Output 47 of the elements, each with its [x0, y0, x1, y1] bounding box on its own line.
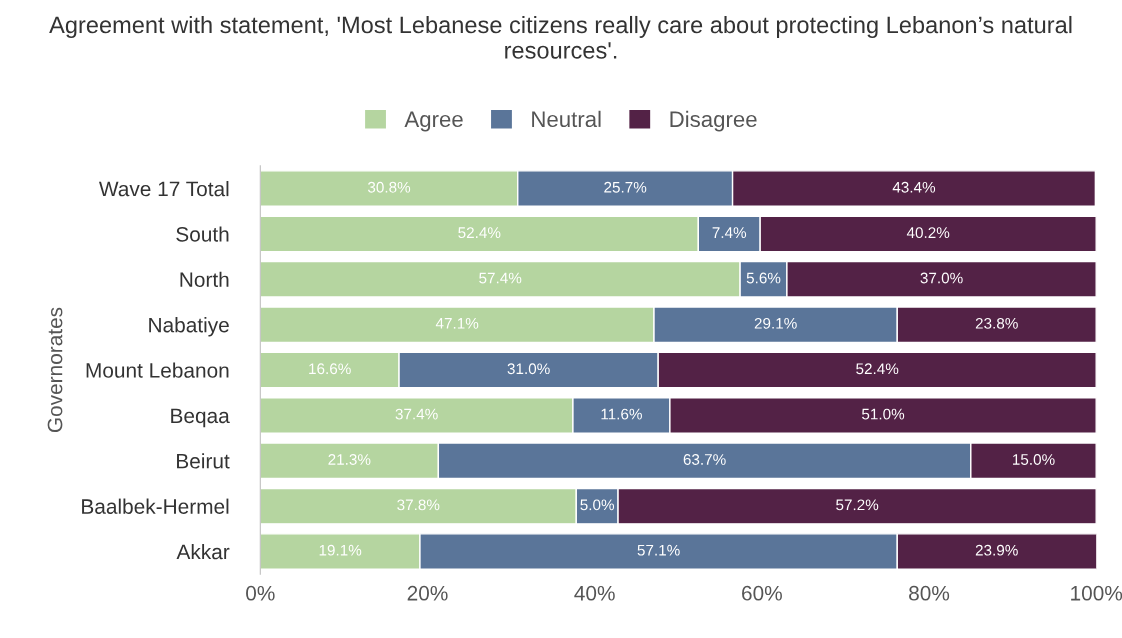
x-tick-label: 60%	[742, 585, 782, 601]
y-axis-title: Governorates	[47, 307, 63, 433]
data-label: 40.2%	[906, 227, 950, 239]
y-tick-label: Mount Lebanon	[86, 362, 229, 378]
x-tick-label: 0%	[246, 585, 275, 601]
y-tick-label: Wave 17 Total	[98, 181, 229, 197]
x-tick-label: 40%	[574, 585, 615, 601]
data-label: 25.7%	[604, 181, 647, 193]
data-label: 63.7%	[683, 454, 726, 465]
y-tick-label: Beqaa	[171, 408, 230, 428]
data-label: 30.8%	[367, 181, 411, 193]
y-tick-label: Beirut	[177, 453, 230, 469]
data-label: 23.9%	[975, 544, 1018, 556]
data-label: 23.8%	[975, 317, 1018, 329]
data-label: 57.2%	[836, 499, 879, 511]
y-tick-label: Akkar	[176, 543, 230, 560]
y-tick-label: South	[176, 226, 229, 242]
data-label: 19.1%	[319, 544, 362, 556]
chart-title: Agreement with statement, 'Most Lebanese citizens really care about protecting Lebanon’s natural resources'.	[49, 15, 1072, 59]
y-tick-label: North	[180, 271, 229, 288]
data-label: 11.6%	[601, 408, 642, 420]
data-label: 43.4%	[892, 181, 936, 193]
y-tick-label: Nabatiye	[149, 317, 229, 337]
data-label: 21.3%	[328, 454, 371, 465]
data-label: 37.0%	[920, 272, 963, 284]
data-label: 37.4%	[395, 408, 438, 420]
data-label: 5.6%	[746, 272, 781, 284]
data-label: 16.6%	[309, 363, 351, 375]
legend-label: Agree	[404, 111, 463, 132]
data-label: 7.4%	[712, 227, 747, 238]
x-tick-label: 80%	[909, 585, 950, 601]
data-label: 5.0%	[580, 499, 615, 511]
y-tick-label: Baalbek-Hermel	[82, 498, 229, 514]
legend-label: Neutral	[532, 110, 601, 128]
data-label: 31.0%	[507, 363, 550, 375]
x-tick-label: 100%	[1071, 585, 1122, 601]
data-label: 52.4%	[458, 227, 501, 239]
data-label: 15.0%	[1013, 454, 1055, 465]
data-label: 29.1%	[754, 317, 797, 329]
legend-label: Disagree	[670, 110, 757, 132]
data-label: 57.1%	[637, 544, 680, 556]
data-label: 47.1%	[435, 318, 479, 329]
data-label: 57.4%	[479, 272, 522, 284]
x-tick-label: 20%	[407, 585, 448, 601]
data-label: 51.0%	[861, 408, 905, 420]
data-label: 37.8%	[397, 499, 440, 511]
data-label: 52.4%	[856, 363, 899, 375]
